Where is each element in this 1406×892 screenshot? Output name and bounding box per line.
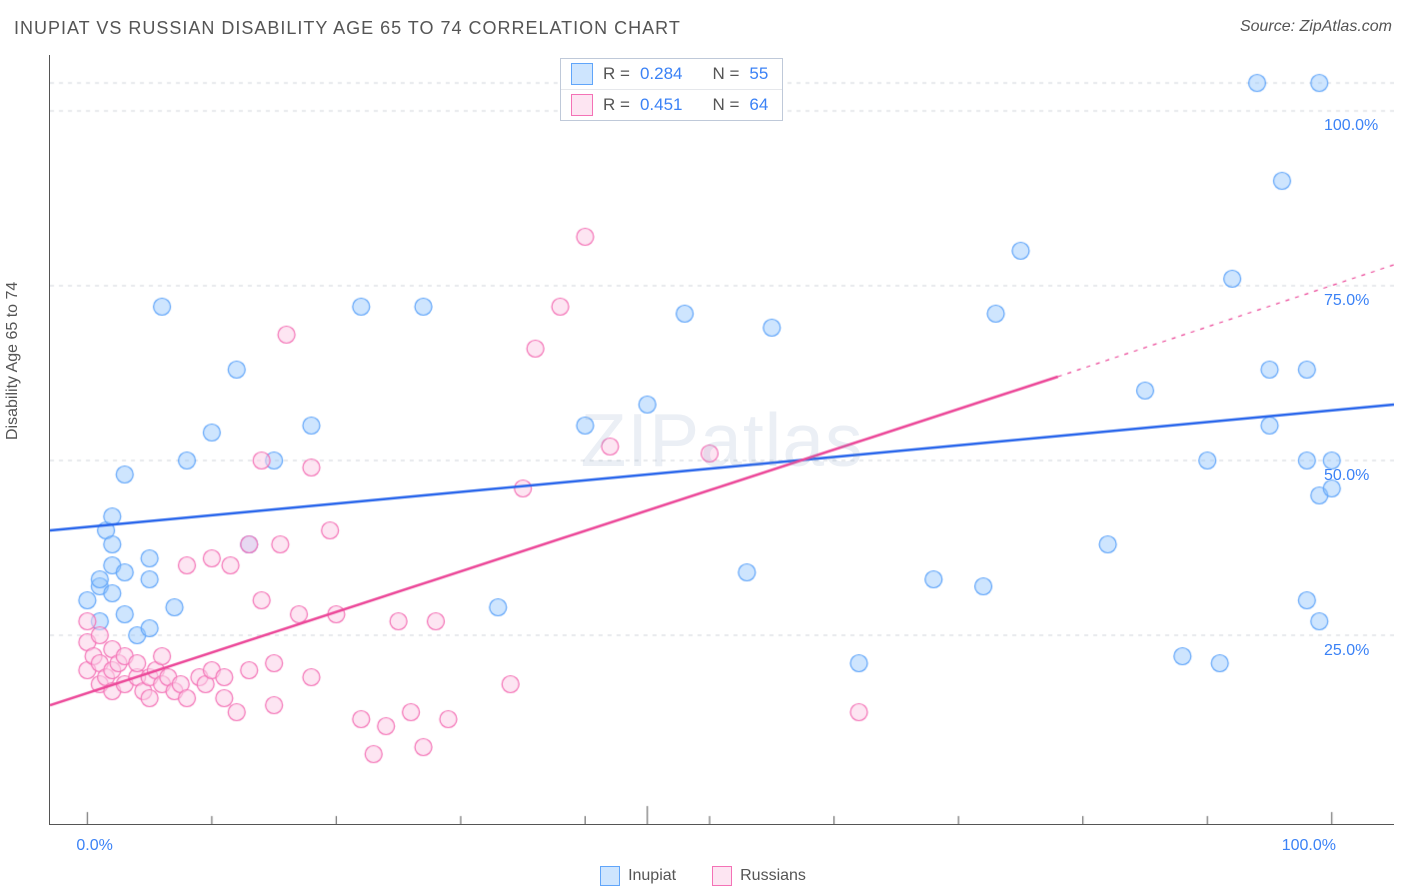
n-value-russians: 64	[749, 95, 768, 115]
swatch-russians	[712, 866, 732, 886]
scatter-canvas	[50, 55, 1394, 824]
correlation-legend: R = 0.284 N = 55 R = 0.451 N = 64	[560, 58, 783, 121]
legend-label: Inupiat	[628, 867, 676, 885]
y-tick-label: 75.0%	[1324, 292, 1369, 310]
r-label: R =	[603, 64, 630, 84]
n-label: N =	[712, 95, 739, 115]
y-tick-label: 25.0%	[1324, 642, 1369, 660]
legend-item-russians: Russians	[712, 866, 806, 886]
r-value-russians: 0.451	[640, 95, 683, 115]
r-value-inupiat: 0.284	[640, 64, 683, 84]
y-tick-label: 50.0%	[1324, 467, 1369, 485]
r-label: R =	[603, 95, 630, 115]
legend-label: Russians	[740, 867, 806, 885]
series-legend: Inupiat Russians	[0, 866, 1406, 886]
swatch-russians	[571, 94, 593, 116]
y-tick-label: 100.0%	[1324, 117, 1378, 135]
chart-container: INUPIAT VS RUSSIAN DISABILITY AGE 65 TO …	[0, 0, 1406, 892]
legend-item-inupiat: Inupiat	[600, 866, 676, 886]
n-label: N =	[712, 64, 739, 84]
y-axis-label: Disability Age 65 to 74	[4, 282, 22, 440]
swatch-inupiat	[571, 63, 593, 85]
plot-area: ZIPatlas	[49, 55, 1394, 825]
correlation-row-russians: R = 0.451 N = 64	[561, 90, 782, 120]
correlation-row-inupiat: R = 0.284 N = 55	[561, 59, 782, 90]
x-tick-label: 0.0%	[76, 837, 112, 855]
swatch-inupiat	[600, 866, 620, 886]
source-attribution: Source: ZipAtlas.com	[1240, 18, 1392, 36]
n-value-inupiat: 55	[749, 64, 768, 84]
x-tick-label: 100.0%	[1282, 837, 1336, 855]
chart-title: INUPIAT VS RUSSIAN DISABILITY AGE 65 TO …	[14, 18, 681, 39]
